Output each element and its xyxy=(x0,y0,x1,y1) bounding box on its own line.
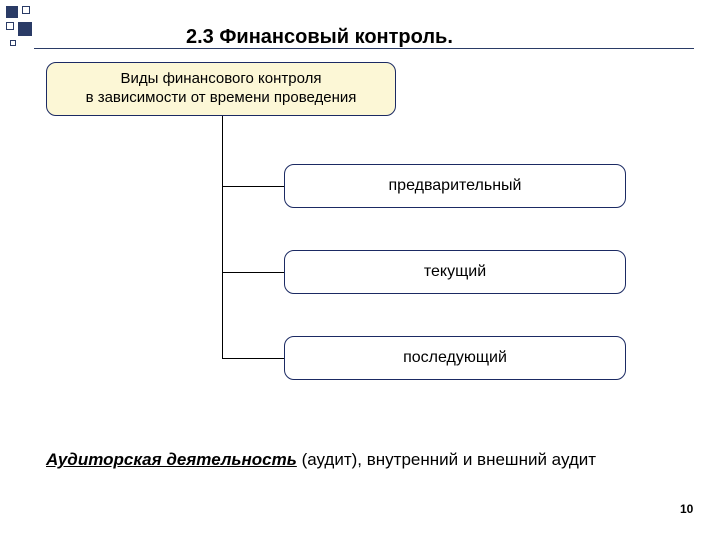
footer-rest: (аудит), внутренний и внешний аудит xyxy=(297,450,596,469)
deco-square-2 xyxy=(6,22,14,30)
root-node-label: Виды финансового контроляв зависимости о… xyxy=(86,70,357,108)
footer-text: Аудиторская деятельность (аудит), внутре… xyxy=(46,450,596,470)
deco-square-4 xyxy=(10,40,16,46)
root-node: Виды финансового контроляв зависимости о… xyxy=(46,62,396,116)
child-node-1: текущий xyxy=(284,250,626,294)
child-node-label: текущий xyxy=(424,262,486,282)
footer-term: Аудиторская деятельность xyxy=(46,450,297,469)
deco-square-3 xyxy=(18,22,32,36)
child-node-0: предварительный xyxy=(284,164,626,208)
child-node-label: последующий xyxy=(403,348,507,368)
connector-branch-2 xyxy=(222,358,284,359)
child-node-2: последующий xyxy=(284,336,626,380)
slide-title: 2.3 Финансовый контроль. xyxy=(186,26,453,49)
connector-trunk xyxy=(222,116,223,358)
page-number: 10 xyxy=(680,502,693,516)
connector-branch-1 xyxy=(222,272,284,273)
connector-branch-0 xyxy=(222,186,284,187)
deco-top-line xyxy=(34,48,694,49)
deco-square-0 xyxy=(6,6,18,18)
slide-stage: 2.3 Финансовый контроль. Виды финансовог… xyxy=(0,0,720,540)
deco-square-1 xyxy=(22,6,30,14)
child-node-label: предварительный xyxy=(389,176,522,196)
